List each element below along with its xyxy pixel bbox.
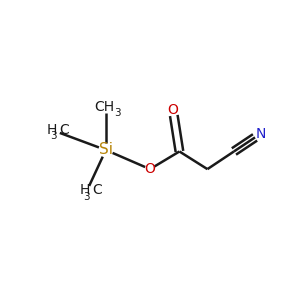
Text: C: C (60, 123, 70, 137)
Text: 3: 3 (83, 191, 90, 202)
Text: H: H (79, 183, 90, 197)
Text: CH: CH (94, 100, 114, 114)
Text: C: C (92, 183, 102, 197)
Text: O: O (167, 103, 178, 117)
Text: Si: Si (99, 142, 113, 158)
Text: 3: 3 (51, 131, 57, 141)
Text: H: H (47, 123, 57, 137)
Text: N: N (255, 127, 266, 141)
Text: 3: 3 (114, 108, 120, 118)
Text: O: O (145, 162, 155, 176)
